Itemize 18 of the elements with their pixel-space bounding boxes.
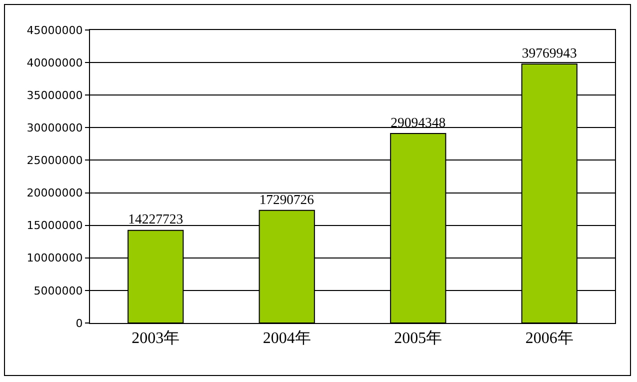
y-tick-label: 45000000: [26, 24, 83, 37]
y-tick-label: 0: [76, 316, 83, 330]
y-tick-label: 30000000: [26, 122, 83, 135]
y-tick-label: 20000000: [26, 186, 83, 200]
data-label: 29094348: [390, 114, 446, 130]
y-tick-label: 5000000: [34, 284, 83, 298]
y-tick-label: 40000000: [26, 56, 83, 70]
data-label: 39769943: [522, 45, 578, 60]
x-tick-label: 2003年: [132, 330, 180, 348]
data-label: 14227723: [128, 212, 184, 227]
y-tick-label: 25000000: [26, 154, 83, 168]
x-tick-label: 2004年: [262, 330, 311, 348]
data-label: 17290726: [259, 192, 314, 207]
y-tick-label: 10000000: [26, 252, 83, 265]
x-tick-label: 2005年: [394, 330, 442, 348]
y-tick-label: 35000000: [26, 88, 83, 102]
y-tick-label: 15000000: [26, 219, 83, 232]
x-tick-label: 2006年: [525, 330, 574, 348]
